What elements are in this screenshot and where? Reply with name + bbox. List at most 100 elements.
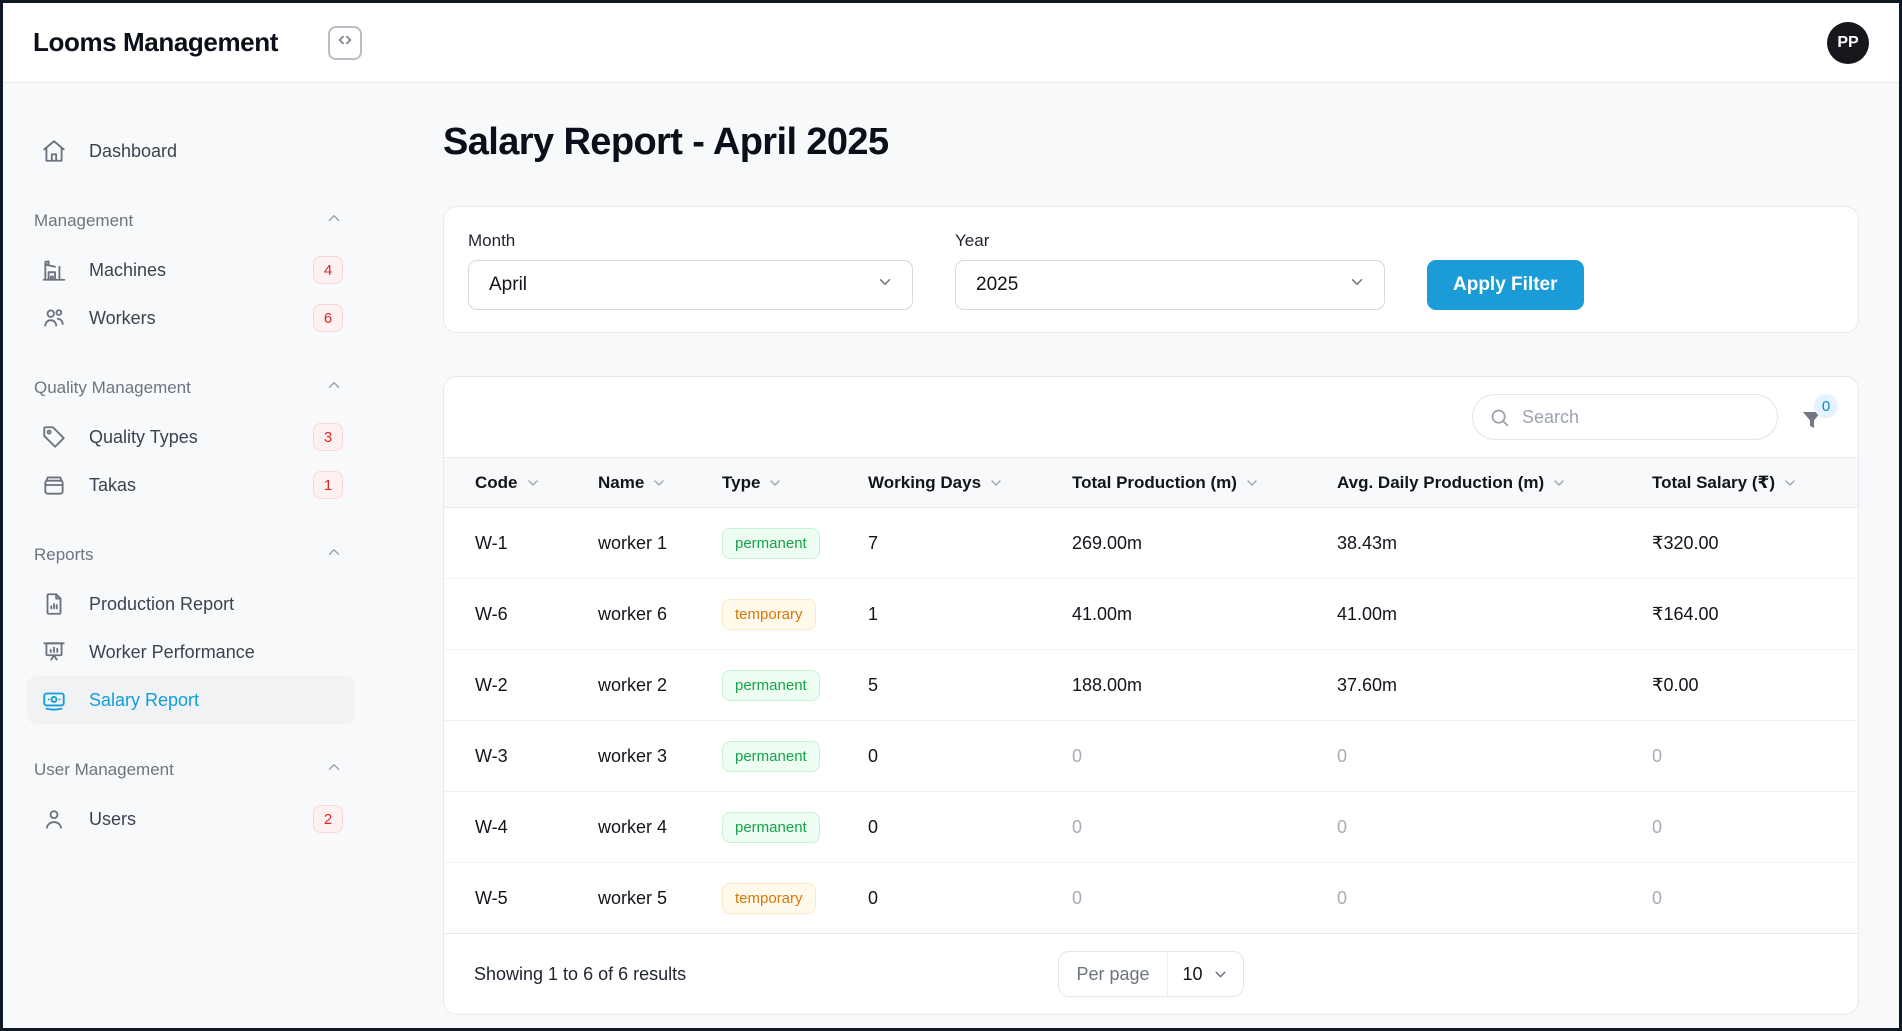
sidebar-section-reports: Reports Production Report Worker Perform… — [27, 543, 355, 724]
column-header-label: Type — [722, 472, 761, 492]
column-header[interactable]: Total Production (m) — [1072, 473, 1337, 493]
table-card: 0 Code Name Type Working Days Total Producti… — [443, 376, 1859, 1015]
table-row[interactable]: W-6 worker 6 temporary 1 41.00m 41.00m ₹164.00 — [444, 579, 1858, 650]
avatar[interactable]: PP — [1827, 21, 1869, 64]
chevron-up-icon — [325, 758, 343, 781]
month-value: April — [489, 274, 528, 295]
cell-type: permanent — [722, 811, 868, 843]
cell-total-salary: 0 — [1652, 887, 1663, 908]
table-footer: Showing 1 to 6 of 6 results Per page 10 — [444, 934, 1858, 1014]
sidebar-item-quality-types[interactable]: Quality Types 3 — [27, 413, 355, 461]
sidebar-item-salary-report[interactable]: Salary Report — [27, 676, 355, 724]
cell-name: worker 1 — [598, 532, 668, 553]
cell-total-production: 0 — [1072, 887, 1083, 908]
cell-avg-daily-production: 37.60m — [1337, 674, 1398, 695]
search-input[interactable] — [1522, 406, 1761, 428]
year-select[interactable]: 2025 — [955, 260, 1385, 310]
section-label: Quality Management — [34, 377, 191, 397]
table-toolbar: 0 — [444, 377, 1858, 457]
sidebar-item-users[interactable]: Users 2 — [27, 795, 355, 843]
code-toggle-button[interactable] — [327, 25, 362, 60]
workers-icon — [41, 305, 67, 331]
sort-chevron-icon — [1782, 475, 1798, 491]
cell-code: W-1 — [475, 532, 508, 553]
funnel-icon — [1800, 408, 1824, 432]
section-header-management[interactable]: Management — [27, 209, 355, 232]
cell-name: worker 4 — [598, 816, 668, 837]
home-icon — [41, 138, 67, 164]
search-box — [1472, 394, 1778, 440]
cell-total-salary: 0 — [1652, 816, 1663, 837]
section-label: Reports — [34, 544, 94, 564]
sidebar-item-workers[interactable]: Workers 6 — [27, 294, 355, 342]
user-icon — [41, 806, 67, 832]
table-row[interactable]: W-5 worker 5 temporary 0 0 0 0 — [444, 863, 1858, 934]
cell-total-production: 188.00m — [1072, 674, 1143, 695]
column-header[interactable]: Code — [475, 473, 598, 493]
cell-name: worker 6 — [598, 603, 668, 624]
sidebar-item-dashboard[interactable]: Dashboard — [27, 127, 355, 175]
sidebar-item-worker-performance[interactable]: Worker Performance — [27, 628, 355, 676]
column-header-label: Avg. Daily Production (m) — [1337, 472, 1545, 492]
section-header-reports[interactable]: Reports — [27, 543, 355, 566]
cell-working-days: 0 — [868, 887, 879, 908]
per-page-label: Per page — [1059, 952, 1168, 996]
type-badge: permanent — [722, 669, 820, 701]
table-body: W-1 worker 1 permanent 7 269.00m 38.43m ₹320.0… — [444, 508, 1858, 934]
table-header-row: Code Name Type Working Days Total Production… — [444, 457, 1858, 508]
column-header[interactable]: Name — [598, 473, 722, 493]
sort-chevron-icon — [525, 475, 541, 491]
page-title: Salary Report - April 2025 — [443, 121, 889, 163]
tag-icon — [41, 424, 67, 450]
column-header[interactable]: Total Salary (₹) — [1652, 473, 1858, 493]
cell-name: worker 3 — [598, 745, 668, 766]
cell-code: W-2 — [475, 674, 508, 695]
sidebar-item-label: Production Report — [89, 593, 235, 614]
cell-working-days: 5 — [868, 674, 879, 695]
cell-type: permanent — [722, 740, 868, 772]
section-header-quality[interactable]: Quality Management — [27, 376, 355, 399]
sidebar-item-production-report[interactable]: Production Report — [27, 580, 355, 628]
column-header[interactable]: Avg. Daily Production (m) — [1337, 473, 1652, 493]
section-header-user-management[interactable]: User Management — [27, 758, 355, 781]
section-label: Management — [34, 210, 134, 230]
column-header-label: Total Salary (₹) — [1652, 472, 1775, 492]
cell-working-days: 1 — [868, 603, 879, 624]
table-row[interactable]: W-2 worker 2 permanent 5 188.00m 37.60m ₹0.00 — [444, 650, 1858, 721]
table-row[interactable]: W-3 worker 3 permanent 0 0 0 0 — [444, 721, 1858, 792]
month-field: Month April — [468, 231, 913, 310]
cell-code: W-6 — [475, 603, 508, 624]
column-header[interactable]: Type — [722, 473, 868, 493]
sidebar-section-quality: Quality Management Quality Types 3 Takas… — [27, 376, 355, 509]
table-row[interactable]: W-4 worker 4 permanent 0 0 0 0 — [444, 792, 1858, 863]
sort-chevron-icon — [1244, 475, 1260, 491]
sidebar-item-takas[interactable]: Takas 1 — [27, 461, 355, 509]
quality-types-count-badge: 3 — [313, 423, 343, 451]
cell-avg-daily-production: 0 — [1337, 887, 1348, 908]
file-chart-icon — [41, 591, 67, 617]
filter-funnel-button[interactable]: 0 — [1800, 394, 1838, 432]
apply-filter-button[interactable]: Apply Filter — [1427, 260, 1584, 310]
per-page-value: 10 — [1182, 963, 1203, 984]
cell-avg-daily-production: 0 — [1337, 745, 1348, 766]
machines-count-badge: 4 — [313, 256, 343, 284]
cell-code: W-3 — [475, 745, 508, 766]
sidebar-item-label: Takas — [89, 474, 137, 495]
type-badge: permanent — [722, 527, 820, 559]
factory-icon — [41, 257, 67, 283]
chevron-up-icon — [325, 376, 343, 399]
table-row[interactable]: W-1 worker 1 permanent 7 269.00m 38.43m ₹320.0… — [444, 508, 1858, 579]
sidebar: Dashboard Management Machines 4 — [3, 83, 369, 1028]
per-page-select[interactable]: Per page 10 — [1058, 951, 1244, 997]
type-badge: permanent — [722, 811, 820, 843]
month-select[interactable]: April — [468, 260, 913, 310]
sidebar-item-label: Quality Types — [89, 426, 198, 447]
chevron-down-icon — [1348, 273, 1366, 297]
cell-total-salary: ₹320.00 — [1652, 532, 1719, 553]
cell-avg-daily-production: 41.00m — [1337, 603, 1398, 624]
cell-avg-daily-production: 38.43m — [1337, 532, 1398, 553]
archive-icon — [41, 472, 67, 498]
sidebar-item-machines[interactable]: Machines 4 — [27, 246, 355, 294]
column-header[interactable]: Working Days — [868, 473, 1072, 493]
